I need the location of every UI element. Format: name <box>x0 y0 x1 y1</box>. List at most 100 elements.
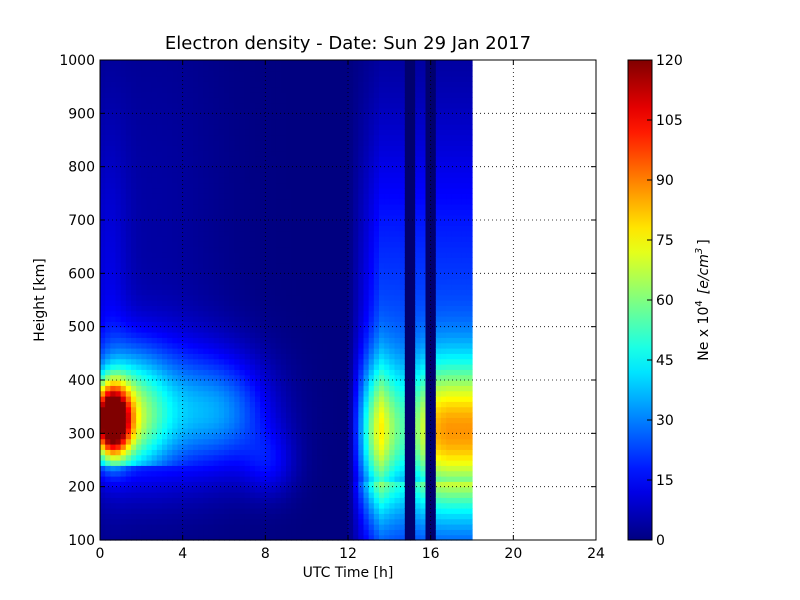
heatmap-cell <box>317 220 323 226</box>
heatmap-cell <box>110 476 117 482</box>
heatmap-cell <box>110 406 117 413</box>
heatmap-cell <box>270 358 277 365</box>
heatmap-cell <box>244 268 251 274</box>
heatmap-cell <box>337 337 344 344</box>
heatmap-cell <box>337 476 344 482</box>
heatmap-cell <box>203 353 210 360</box>
heatmap-cell <box>156 534 163 541</box>
heatmap-cell <box>358 337 365 344</box>
heatmap-cell <box>249 188 256 194</box>
heatmap-cell <box>255 406 261 413</box>
heatmap-cell <box>306 241 313 248</box>
heatmap-cell <box>296 406 303 413</box>
heatmap-cell <box>182 353 189 360</box>
heatmap-cell <box>265 177 272 184</box>
heatmap-cell <box>249 156 256 162</box>
heatmap-cell <box>244 401 251 408</box>
heatmap-cell <box>146 284 153 290</box>
heatmap-cell <box>167 326 173 333</box>
heatmap-cell <box>218 401 225 408</box>
heatmap-cell <box>218 513 225 520</box>
heatmap-cell <box>131 262 137 269</box>
heatmap-cell <box>286 70 292 77</box>
heatmap-cell <box>275 278 282 285</box>
heatmap-cell <box>151 454 158 461</box>
heatmap-cell <box>218 257 225 264</box>
heatmap-cell <box>296 268 303 274</box>
heatmap-cell <box>151 470 158 477</box>
heatmap-cell <box>120 438 127 445</box>
heatmap-cell <box>348 534 354 541</box>
heatmap-cell <box>244 390 251 397</box>
heatmap-cell <box>280 337 287 344</box>
heatmap-cell <box>162 236 168 242</box>
heatmap-cell <box>244 188 251 194</box>
heatmap-cell <box>368 337 375 344</box>
heatmap-cell <box>125 417 132 424</box>
heatmap-cell <box>131 102 137 109</box>
heatmap-cell <box>182 172 189 178</box>
heatmap-cell <box>100 214 106 221</box>
heatmap-cell <box>234 524 241 530</box>
heatmap-cell <box>358 348 365 354</box>
heatmap-cell <box>337 284 344 290</box>
heatmap-cell <box>229 390 235 397</box>
heatmap-cell <box>151 150 158 157</box>
heatmap-cell <box>301 465 308 472</box>
heatmap-cell <box>218 172 225 178</box>
heatmap-cell <box>162 364 168 370</box>
heatmap-cell <box>120 470 127 477</box>
heatmap-cell <box>203 380 210 386</box>
heatmap-cell <box>162 257 168 264</box>
heatmap-cell <box>368 294 375 301</box>
heatmap-cell <box>146 305 153 312</box>
heatmap-cell <box>301 476 308 482</box>
heatmap-cell <box>213 70 220 77</box>
heatmap-cell <box>224 342 230 349</box>
heatmap-cell <box>203 406 210 413</box>
heatmap-cell <box>120 449 127 456</box>
heatmap-cell <box>322 134 328 141</box>
heatmap-cell <box>218 316 225 322</box>
heatmap-cell <box>218 444 225 450</box>
heatmap-cell <box>151 534 158 541</box>
heatmap-cell <box>100 433 106 440</box>
heatmap-cell <box>275 246 282 253</box>
heatmap-cell <box>353 417 359 424</box>
heatmap-cell <box>265 273 272 280</box>
heatmap-cell <box>208 262 215 269</box>
heatmap-cell <box>141 102 148 109</box>
heatmap-cell <box>120 396 127 402</box>
heatmap-cell <box>337 92 344 98</box>
heatmap-cell <box>218 70 225 77</box>
heatmap-cell <box>187 193 194 200</box>
heatmap-cell <box>187 182 194 189</box>
heatmap-cell <box>146 236 153 242</box>
heatmap-cell <box>265 353 272 360</box>
heatmap-cell <box>296 401 303 408</box>
heatmap-cell <box>301 172 308 178</box>
heatmap-cell <box>131 134 137 141</box>
heatmap-cell <box>198 145 204 152</box>
heatmap-cell <box>353 273 359 280</box>
heatmap-cell <box>208 460 215 466</box>
heatmap-cell <box>193 492 199 498</box>
heatmap-cell <box>337 412 344 418</box>
heatmap-cell <box>203 81 210 88</box>
heatmap-cell <box>213 145 220 152</box>
heatmap-cell <box>100 358 106 365</box>
heatmap-cell <box>208 294 215 301</box>
heatmap-cell <box>151 65 158 72</box>
heatmap-cell <box>301 60 308 66</box>
heatmap-cell <box>131 353 137 360</box>
heatmap-cell <box>249 396 256 402</box>
heatmap-cell <box>115 145 122 152</box>
heatmap-cell <box>125 513 132 520</box>
heatmap-cell <box>327 166 334 173</box>
heatmap-cell <box>224 385 230 392</box>
heatmap-cell <box>291 70 297 77</box>
heatmap-cell <box>327 353 334 360</box>
heatmap-cell <box>229 524 235 530</box>
heatmap-cell <box>100 422 106 429</box>
heatmap-cell <box>265 225 272 232</box>
